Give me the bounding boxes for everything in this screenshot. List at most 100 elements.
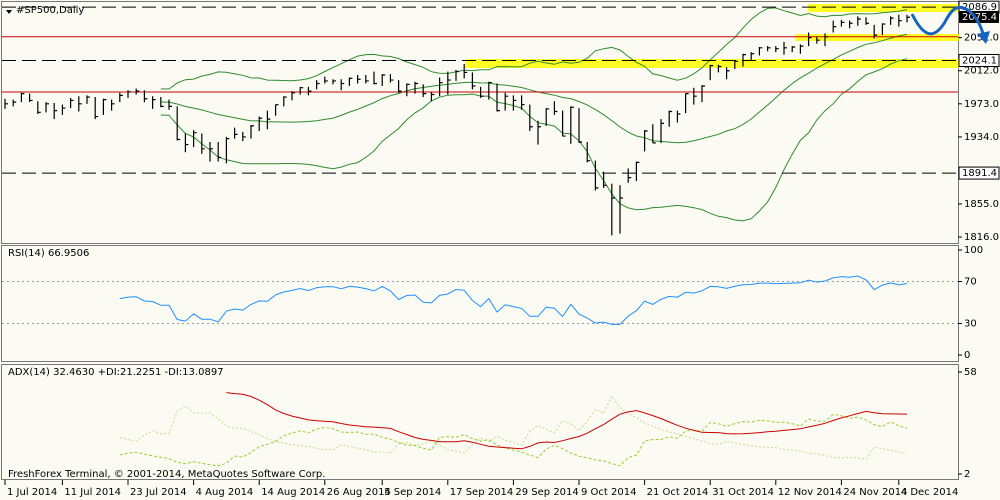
ohlc-bar bbox=[152, 96, 156, 109]
ohlc-bar bbox=[78, 96, 82, 112]
ohlc-bar bbox=[488, 81, 492, 100]
ohlc-bar bbox=[430, 91, 435, 102]
ohlc-bar bbox=[586, 142, 591, 163]
ohlc-bar bbox=[529, 104, 533, 131]
bollinger-band bbox=[160, 7, 908, 90]
ohlc-bar bbox=[357, 74, 361, 84]
x-tick-label: 14 Aug 2014 bbox=[261, 487, 325, 498]
ohlc-bar bbox=[758, 46, 763, 56]
ohlc-bar bbox=[578, 108, 582, 143]
y-tick-label: 30 bbox=[964, 319, 977, 330]
ohlc-bar bbox=[832, 20, 837, 33]
ohlc-bar bbox=[717, 64, 722, 73]
ohlc-bar bbox=[701, 85, 705, 103]
ohlc-bar bbox=[857, 16, 861, 26]
adx-label: ADX(14) 32.4630 +DI:21.2251 -DI:13.0897 bbox=[8, 367, 224, 378]
ohlc-bar bbox=[12, 99, 17, 107]
x-tick-label: 17 Sep 2014 bbox=[450, 487, 513, 498]
y-tick-label: 1973.0 bbox=[964, 99, 999, 110]
ohlc-bar bbox=[726, 67, 730, 80]
highlight-zone bbox=[808, 4, 960, 12]
x-tick-label: 24 Nov 2014 bbox=[843, 487, 907, 498]
ohlc-bar bbox=[791, 46, 796, 53]
bollinger-band bbox=[160, 58, 908, 222]
ohlc-bar bbox=[840, 19, 845, 27]
ohlc-bar bbox=[898, 14, 902, 27]
ohlc-bar bbox=[250, 125, 254, 139]
level-label: 2086.9 bbox=[962, 2, 997, 13]
x-tick-label: 23 Jul 2014 bbox=[130, 487, 187, 498]
x-tick-label: 4 Dec 2014 bbox=[901, 487, 959, 498]
ohlc-bar bbox=[603, 171, 607, 188]
ohlc-bar bbox=[291, 91, 295, 101]
ohlc-bar bbox=[865, 17, 869, 25]
ohlc-bar bbox=[635, 161, 640, 182]
symbol-icon bbox=[6, 10, 12, 14]
y-tick-label: 58 bbox=[964, 367, 977, 378]
minus-di-line bbox=[119, 395, 908, 460]
ohlc-bar bbox=[29, 93, 33, 103]
ohlc-bar bbox=[37, 101, 41, 115]
ohlc-bar bbox=[266, 110, 271, 130]
level-label-box bbox=[958, 53, 1000, 67]
ohlc-bar bbox=[668, 110, 673, 127]
x-tick-label: 21 Oct 2014 bbox=[647, 487, 709, 498]
ohlc-bar bbox=[447, 71, 451, 95]
y-tick-label: 1855.0 bbox=[964, 199, 999, 210]
ohlc-bar bbox=[685, 93, 689, 114]
ohlc-bar bbox=[414, 81, 418, 94]
ohlc-bar bbox=[881, 23, 886, 36]
ohlc-bar bbox=[693, 87, 697, 105]
y-tick-label: 1934.0 bbox=[964, 132, 999, 143]
x-tick-label: 11 Jul 2014 bbox=[64, 487, 121, 498]
chart-title: #SP500,Daily bbox=[16, 5, 84, 16]
ohlc-bar bbox=[594, 160, 599, 191]
ohlc-bar bbox=[873, 24, 878, 39]
ohlc-bar bbox=[119, 92, 123, 103]
ohlc-bar bbox=[324, 76, 328, 84]
rsi-label: RSI(14) 66.9506 bbox=[8, 248, 89, 259]
ohlc-bar bbox=[258, 116, 263, 131]
ohlc-bar bbox=[439, 77, 443, 97]
x-tick-label: 26 Aug 2014 bbox=[327, 487, 391, 498]
ohlc-bar bbox=[890, 16, 894, 25]
ohlc-bar bbox=[816, 36, 820, 44]
ohlc-bar bbox=[209, 142, 213, 162]
ohlc-bar bbox=[225, 136, 230, 164]
y-tick-label: 1816.0 bbox=[964, 232, 999, 243]
ohlc-bar bbox=[168, 99, 172, 110]
y-tick-label: 0 bbox=[964, 350, 970, 361]
ohlc-bar bbox=[849, 20, 853, 29]
ohlc-bar bbox=[676, 110, 681, 123]
ohlc-bar bbox=[275, 104, 279, 116]
current-price: 2075.4 bbox=[962, 12, 997, 23]
ohlc-bar bbox=[242, 131, 246, 142]
ohlc-bar bbox=[86, 95, 90, 104]
ohlc-bar bbox=[193, 130, 197, 148]
x-tick-label: 4 Aug 2014 bbox=[196, 487, 254, 498]
ohlc-bar bbox=[619, 185, 623, 234]
adx-line bbox=[226, 392, 908, 450]
ohlc-bar bbox=[365, 74, 369, 84]
ohlc-bar bbox=[135, 88, 140, 95]
x-tick-label: 12 Nov 2014 bbox=[778, 487, 842, 498]
ohlc-bar bbox=[201, 133, 205, 154]
ohlc-bar bbox=[373, 71, 377, 85]
ohlc-bar bbox=[102, 98, 107, 115]
x-tick-label: 5 Sep 2014 bbox=[384, 487, 441, 498]
level-label-box bbox=[958, 166, 1000, 180]
ohlc-bar bbox=[389, 74, 394, 83]
ohlc-bar bbox=[521, 95, 525, 110]
ohlc-bar bbox=[184, 133, 189, 153]
ohlc-bar bbox=[217, 142, 222, 162]
ohlc-bar bbox=[611, 183, 615, 236]
rsi-panel-border bbox=[1, 245, 959, 362]
main-panel-border bbox=[1, 1, 959, 244]
ohlc-bar bbox=[340, 79, 345, 91]
ohlc-bar bbox=[627, 168, 632, 183]
annotation-arrow bbox=[910, 5, 986, 39]
highlight-zone bbox=[795, 34, 960, 41]
highlight-zone bbox=[465, 59, 960, 68]
rsi-line bbox=[119, 275, 908, 325]
level-label: 2024.1 bbox=[962, 55, 997, 66]
